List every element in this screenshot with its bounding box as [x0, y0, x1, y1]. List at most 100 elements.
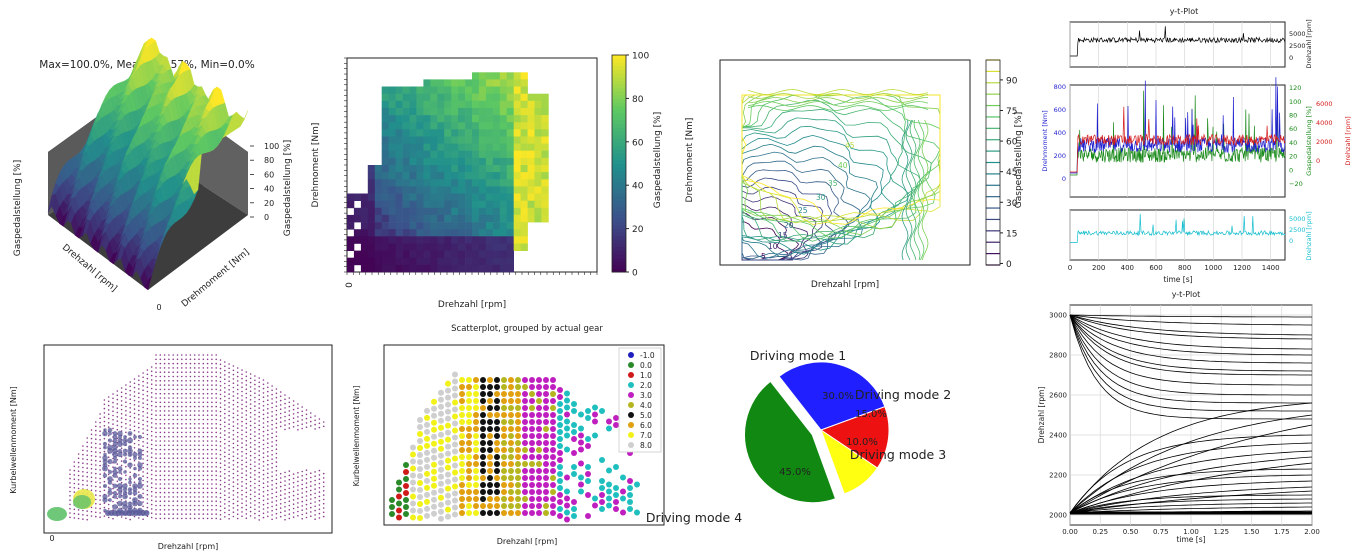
bubble-dot [159, 461, 162, 464]
bubble-dot [288, 517, 291, 520]
bubble-dot [228, 393, 230, 395]
heatmap-cell [499, 186, 508, 194]
bubble-dot [254, 448, 256, 450]
gearscatter-dot [487, 426, 493, 432]
bubble-ylabel: Kurbelwellenmoment [Nm] [9, 386, 18, 494]
bubble-dot [301, 419, 304, 421]
bubble-cluster-dot [112, 473, 118, 478]
heatmap-cell [402, 100, 410, 109]
bubble-dot [202, 362, 205, 365]
bubble-dot [262, 422, 265, 424]
bubble-dot [258, 415, 261, 418]
heatmap-cell [395, 115, 403, 123]
bubble-dot [292, 417, 295, 420]
bubble-cluster-dot [137, 500, 143, 507]
bubble-dot [103, 420, 106, 423]
bubble-dot [254, 461, 256, 463]
bubble-dot [129, 428, 131, 431]
heatmap-cell [416, 143, 424, 152]
bubble-dot [176, 418, 179, 421]
bubble-cluster-dot [112, 434, 118, 440]
bubble-dot [159, 453, 162, 455]
heatmap-cell [353, 214, 362, 223]
bubble-dot [69, 499, 71, 501]
bubble-dot [198, 384, 200, 386]
heatmap-cell [437, 186, 445, 194]
bubble-dot [163, 491, 166, 494]
bubble-dot [133, 464, 136, 466]
bubble-dot [142, 428, 144, 430]
gearscatter-dot [445, 436, 451, 443]
heatmap-cell [437, 200, 445, 209]
bubble-dot [172, 513, 174, 515]
heatmap-colorbar-segment [612, 65, 626, 70]
heatmap-cell [347, 193, 355, 201]
bubble-dot [271, 436, 273, 439]
bubble-dot [150, 413, 153, 416]
heatmap-cell [527, 150, 535, 159]
heatmap-cell [541, 115, 549, 123]
bubble-dot [138, 444, 140, 446]
heatmap-ylabel: Drehmoment [Nm] [311, 123, 321, 208]
bubble-dot [219, 428, 222, 430]
heatmap-cell [499, 86, 508, 94]
bubble-dot [267, 485, 269, 488]
bubble-dot [249, 459, 252, 461]
gearscatter-xlabel: Drehzahl [rpm] [497, 537, 558, 546]
heatmap-cell [458, 250, 466, 259]
heatmap-cell [388, 193, 396, 201]
bubble-dot [254, 495, 256, 498]
bubble-dot [211, 513, 213, 515]
heatmap-cell [458, 214, 466, 223]
bubble-dot [176, 478, 179, 481]
bubble-dot [181, 440, 183, 442]
bubble-dot [219, 376, 222, 379]
bubble-dot [245, 440, 248, 442]
heatmap-cell [527, 107, 535, 116]
bubble-dot [142, 475, 144, 478]
gearscatter-dot [522, 419, 528, 425]
bubble-cluster-dot [107, 448, 113, 454]
gearscatter-dot [431, 405, 437, 412]
heatmap-cell [513, 129, 521, 137]
bubble-dot [155, 414, 157, 417]
gearscatter-dot [396, 479, 402, 486]
heatmap-cell [499, 264, 508, 273]
gearscatter-dot [459, 468, 465, 474]
bubble-dot [236, 466, 239, 468]
ytplot2-ytick-label: 2000 [1049, 512, 1067, 520]
gearscatter-dot [466, 496, 472, 502]
bubble-dot [73, 517, 76, 519]
heatmap-cell [458, 129, 466, 137]
bubble-dot [185, 410, 187, 412]
ytplot2-series-line [1069, 314, 1312, 356]
heatmap-cell [395, 100, 403, 109]
bubble-dot [275, 418, 278, 420]
bubble-dot [224, 417, 226, 419]
bubble-dot [155, 461, 157, 464]
bubble-dot [224, 481, 226, 484]
bubble-dot [168, 423, 170, 425]
bubble-dot [125, 427, 127, 429]
heatmap-cell [409, 257, 417, 266]
heatmap-cell [388, 115, 396, 123]
ytplot2-series-line [1069, 490, 1313, 514]
bubble-dot [172, 457, 174, 460]
gearscatter-dot [522, 503, 528, 509]
heatmap-cell [499, 143, 508, 152]
gearscatter-dot [417, 508, 423, 514]
heatmap-cell [506, 115, 514, 123]
heatmap-cell [388, 136, 396, 144]
heatmap-cell [513, 115, 521, 123]
bubble-cluster-dot [102, 459, 108, 464]
bubble-dot [146, 502, 149, 505]
gearscatter-dot [466, 391, 472, 397]
heatmap-cell [513, 243, 521, 251]
bubble-dot [176, 423, 179, 425]
bubble-dot [232, 502, 235, 505]
bubble-dot [215, 509, 217, 511]
ytplot2-series-line [1069, 402, 1313, 514]
bubble-dot [99, 430, 101, 433]
ytplot1-chart: y-t-Plot 0 200 400 600 800 1000 1200 1400025005… [1041, 7, 1352, 284]
bubble-dot [133, 447, 136, 449]
